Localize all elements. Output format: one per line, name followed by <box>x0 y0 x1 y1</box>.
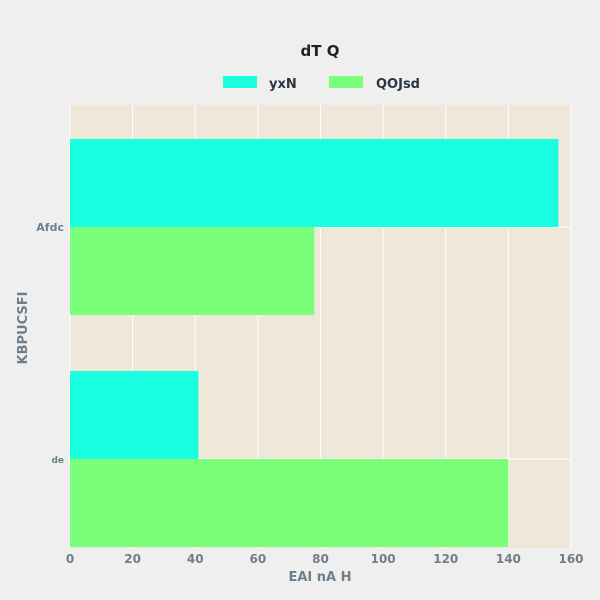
bar-QOJsd-Afdc <box>70 227 315 315</box>
x-axis-title: EAI nA H <box>288 570 351 585</box>
legend-swatch-yxN <box>223 76 257 88</box>
bar-QOJsd-de <box>70 459 509 547</box>
x-tick-label: 20 <box>124 552 141 566</box>
y-axis-categories: Afdc de <box>36 221 64 466</box>
x-tick-label: 120 <box>433 552 458 566</box>
y-axis-title: KBPUCSFI <box>16 292 31 365</box>
x-tick-label: 40 <box>187 552 204 566</box>
bar-yxN-Afdc <box>70 139 559 227</box>
bars <box>70 139 559 547</box>
x-axis-ticks: 0 20 40 60 80 100 120 140 160 <box>66 552 584 566</box>
y-category-label: de <box>51 456 64 466</box>
x-tick-label: 140 <box>496 552 521 566</box>
legend-swatch-QOJsd <box>329 76 363 88</box>
y-category-label: Afdc <box>36 221 64 234</box>
x-tick-label: 160 <box>558 552 583 566</box>
x-tick-label: 80 <box>312 552 329 566</box>
x-tick-label: 100 <box>371 552 396 566</box>
x-tick-label: 0 <box>66 552 74 566</box>
legend-label-QOJsd: QOJsd <box>376 77 420 92</box>
x-tick-label: 60 <box>250 552 267 566</box>
legend: yxN QOJsd <box>223 76 420 92</box>
bar-yxN-de <box>70 371 199 459</box>
legend-label-yxN: yxN <box>269 77 297 92</box>
chart-title: dT Q <box>301 42 340 60</box>
